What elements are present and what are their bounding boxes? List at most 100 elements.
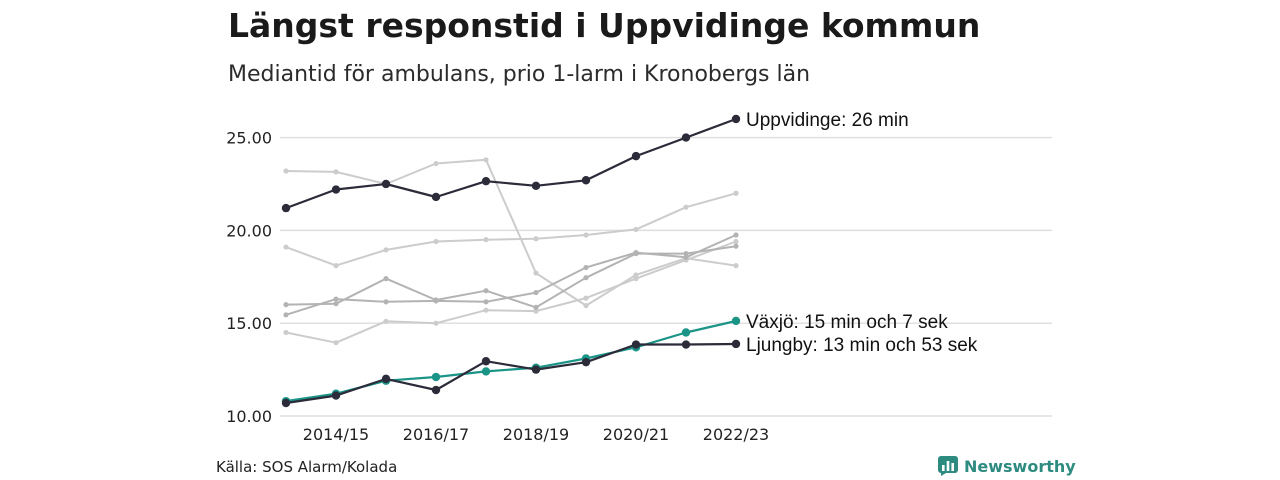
data-point (481, 367, 491, 376)
data-point (633, 272, 639, 278)
data-point (333, 301, 339, 307)
y-tick-label: 25.00 (226, 129, 272, 148)
data-point (531, 365, 541, 374)
data-point (681, 133, 691, 142)
data-point (733, 232, 739, 238)
chart-title: Längst responstid i Uppvidinge kommun (228, 6, 981, 45)
data-point (483, 157, 489, 163)
data-point (433, 238, 439, 245)
data-point (433, 320, 439, 326)
data-point (333, 263, 339, 269)
data-point (583, 232, 589, 238)
series-line (285, 240, 737, 344)
data-point (331, 391, 341, 400)
data-point (483, 307, 489, 313)
data-point (333, 169, 339, 175)
background-series (283, 232, 739, 318)
series-labels: Uppvidinge: 26 min Växjö: 15 min och 7 se… (746, 110, 978, 356)
data-point (581, 357, 591, 367)
data-point (633, 226, 639, 233)
data-point (283, 168, 289, 174)
x-tick-label: 2016/17 (403, 425, 469, 444)
data-point (433, 298, 439, 304)
data-point (633, 250, 639, 256)
series-label: Uppvidinge: 26 min (746, 110, 909, 131)
newsworthy-logo-icon (938, 456, 958, 476)
data-point (733, 243, 739, 249)
gridlines (280, 136, 1052, 417)
x-axis-tick-labels: 2014/15 2016/17 2018/19 2020/21 2022/23 (303, 425, 769, 444)
y-axis-tick-labels: 10.00 15.00 20.00 25.00 (226, 129, 272, 426)
data-point (733, 238, 739, 245)
data-point (281, 398, 291, 408)
data-point (731, 339, 741, 349)
x-tick-label: 2020/21 (603, 425, 669, 444)
series-line (285, 342, 737, 405)
data-point (681, 328, 691, 337)
series-line (285, 234, 737, 316)
data-point (683, 204, 689, 210)
brand-logo: Newsworthy (938, 456, 1076, 476)
background-series (283, 238, 739, 346)
data-point (431, 372, 441, 382)
series-label: Ljungby: 13 min och 53 sek (746, 335, 978, 356)
data-point (331, 185, 341, 194)
data-point (431, 192, 441, 202)
background-series (283, 190, 739, 269)
brand-name: Newsworthy (964, 456, 1076, 476)
data-point (681, 340, 691, 349)
y-tick-label: 15.00 (226, 314, 272, 333)
chart-subtitle: Mediantid för ambulans, prio 1-larm i Kr… (228, 62, 811, 87)
data-point (383, 318, 389, 324)
x-tick-label: 2018/19 (503, 425, 569, 444)
data-point (631, 151, 641, 161)
data-point (281, 203, 291, 213)
series-line (285, 192, 737, 267)
data-point (483, 288, 489, 294)
x-tick-label: 2014/15 (303, 425, 369, 444)
background-series (283, 157, 739, 309)
data-point (531, 181, 541, 191)
data-point (533, 270, 539, 276)
data-point (533, 304, 539, 311)
data-point (733, 190, 739, 196)
data-point (381, 179, 391, 189)
y-tick-label: 10.00 (226, 407, 272, 426)
data-point (333, 296, 339, 302)
data-point (731, 114, 741, 124)
data-point (733, 263, 739, 269)
highlight-series (281, 316, 741, 406)
series-line (285, 158, 737, 307)
data-point (533, 289, 539, 296)
data-point (283, 329, 289, 336)
highlight-series (281, 114, 741, 213)
y-tick-label: 20.00 (226, 221, 272, 240)
data-point (683, 254, 689, 260)
data-point (381, 374, 391, 384)
series-line (285, 245, 737, 309)
data-point (583, 275, 589, 281)
data-point (283, 302, 289, 308)
data-point (483, 237, 489, 243)
data-point (581, 176, 591, 185)
data-point (583, 295, 589, 301)
data-point (683, 250, 689, 257)
data-point (383, 276, 389, 282)
data-point (483, 299, 489, 305)
data-point (433, 160, 439, 167)
data-point (383, 247, 389, 253)
background-series (283, 157, 739, 346)
data-point (533, 236, 539, 242)
data-point (481, 176, 491, 186)
data-point (533, 308, 539, 314)
data-point (333, 340, 339, 346)
data-point (583, 264, 589, 271)
data-point (583, 302, 589, 309)
highlight-series (281, 339, 741, 408)
data-point (481, 357, 491, 366)
data-point (283, 312, 289, 318)
data-point (283, 244, 289, 250)
data-point (731, 316, 741, 326)
series-line (285, 117, 737, 210)
data-point (631, 340, 641, 349)
